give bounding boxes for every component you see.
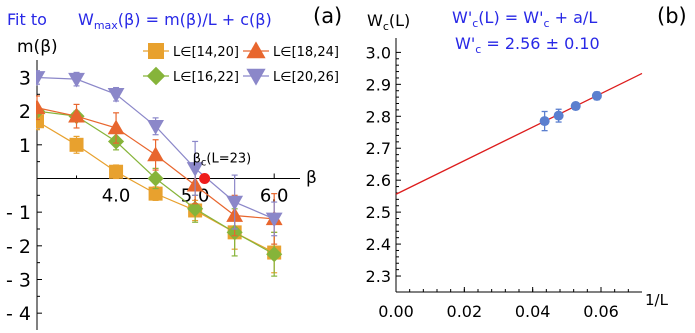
panel-a-legend-label: L∈[20,26] <box>273 70 339 85</box>
panel-a-data-point <box>107 119 125 135</box>
panel-a-plot-area <box>36 70 283 277</box>
panel-b-y-tick-label: 2.7 <box>366 139 391 158</box>
panel-a-data-point <box>68 72 85 88</box>
panel-a-y-tick-label: - 1 <box>6 202 31 224</box>
panel-b-y-tick-label: 2.9 <box>366 75 391 94</box>
panel-a-data-point <box>147 170 164 187</box>
panel-a-legend-marker <box>246 68 266 86</box>
panel-b: Wc(L) W'c(L) = W'c + a/L W'c = 2.56 ± 0.… <box>366 4 687 321</box>
panel-a-data-point <box>147 146 164 162</box>
panel-a-label: (a) <box>313 4 342 28</box>
panel-b-x-tick-label: 0.00 <box>378 302 414 321</box>
panel-a-data-point <box>109 164 124 179</box>
panel-a-data-point <box>107 88 125 103</box>
panel-a-data-point <box>147 119 164 135</box>
panel-b-fit-result: W'c = 2.56 ± 0.10 <box>455 34 600 56</box>
panel-a-y-tick-label: - 3 <box>6 269 31 291</box>
panel-b-y-tick-label: 3.0 <box>366 43 391 62</box>
panel-a-x-axis-label: β <box>306 168 317 188</box>
panel-b-y-tick-label: 2.3 <box>366 267 391 286</box>
panel-b-data-point <box>553 110 564 121</box>
panel-a-data-point <box>266 246 283 263</box>
panel-b-label: (b) <box>657 4 687 28</box>
panel-b-x-tick-label: 0.04 <box>515 302 551 321</box>
panel-a-y-tick-label: 2 <box>19 101 31 123</box>
panel-a-data-point <box>36 99 46 115</box>
panel-a-y-tick-label: - 4 <box>6 303 31 325</box>
panel-b-fit-formula: W'c(L) = W'c + a/L <box>452 8 597 30</box>
panel-b-y-tick-label: 2.4 <box>366 235 391 254</box>
panel-a-data-point <box>36 114 44 129</box>
panel-b-y-tick-label: 2.8 <box>366 107 391 126</box>
panel-a-x-tick-label: 4.0 <box>102 185 131 206</box>
panel-a-legend-entry: L∈[20,26] <box>243 68 339 86</box>
panel-a-annotation-marker <box>199 172 211 184</box>
panel-a-data-point <box>226 195 244 211</box>
panel-b-x-tick-label: 0.06 <box>583 302 619 321</box>
panel-a-title-formula: Wmax(β) = m(β)/L + c(β) <box>78 10 272 32</box>
panel-b-data-point-group <box>570 101 581 112</box>
panel-b-data-point-group <box>539 110 550 132</box>
panel-a-data-point <box>265 212 283 228</box>
panel-b-data-point <box>570 101 581 112</box>
panel-a-annotation: βc(L=23) <box>193 151 252 184</box>
panel-b-data-point <box>591 90 602 101</box>
panel-a-legend: L∈[14,20] L∈[16,22] L∈[18,24] L∈[20,26] <box>143 41 339 86</box>
panel-b-x-axis-label: 1/L <box>645 291 669 309</box>
panel-a: Fit to Wmax(β) = m(β)/L + c(β) (a) m(β) … <box>6 4 342 330</box>
panel-a-axes: 321- 1- 2- 3- 44.0 5.0 6.0 <box>6 60 300 330</box>
panel-b-plot-area <box>395 72 643 195</box>
panel-a-legend-marker <box>148 43 164 59</box>
panel-b-data-point <box>539 116 550 127</box>
panel-a-legend-label: L∈[18,24] <box>273 45 339 60</box>
panel-b-y-axis-label: Wc(L) <box>367 11 410 33</box>
panel-a-y-tick-label: - 2 <box>6 236 31 258</box>
panel-b-data-point-group <box>553 108 564 123</box>
panel-a-y-tick-label: 1 <box>19 135 31 157</box>
panel-a-legend-marker <box>246 41 266 59</box>
panel-a-legend-entry: L∈[16,22] <box>143 66 239 86</box>
panel-b-axes: 2.3 2.4 2.5 2.6 2.7 2.8 2.9 3.0 0.00 0.02 0.04 0.06 <box>366 38 642 321</box>
panel-b-fit-line <box>395 72 643 195</box>
panel-a-data-point <box>148 186 163 201</box>
panel-a-legend-marker <box>146 66 166 86</box>
panel-a-data-point <box>186 162 204 177</box>
panel-a-annotation-label: βc(L=23) <box>193 151 252 168</box>
panel-b-x-tick-label: 0.02 <box>447 302 483 321</box>
panel-b-y-tick-label: 2.5 <box>366 203 391 222</box>
panel-a-series <box>36 70 283 237</box>
panel-a-y-axis-label: m(β) <box>17 37 58 57</box>
panel-a-data-point <box>187 200 204 217</box>
panel-a-y-tick-label: 3 <box>19 67 31 89</box>
panel-a-data-point <box>69 137 84 152</box>
panel-a-legend-label: L∈[16,22] <box>173 70 239 85</box>
panel-a-legend-entry: L∈[14,20] <box>143 43 239 60</box>
panel-a-data-point <box>68 107 85 123</box>
panel-a-legend-entry: L∈[18,24] <box>243 41 339 60</box>
panel-a-title-prefix: Fit to <box>7 10 47 29</box>
panel-b-data-point-group <box>591 90 602 101</box>
panel-a-data-point <box>36 71 46 86</box>
panel-b-y-tick-label: 2.6 <box>366 171 391 190</box>
panel-a-legend-label: L∈[14,20] <box>173 45 239 60</box>
panel-a-series <box>36 112 282 274</box>
